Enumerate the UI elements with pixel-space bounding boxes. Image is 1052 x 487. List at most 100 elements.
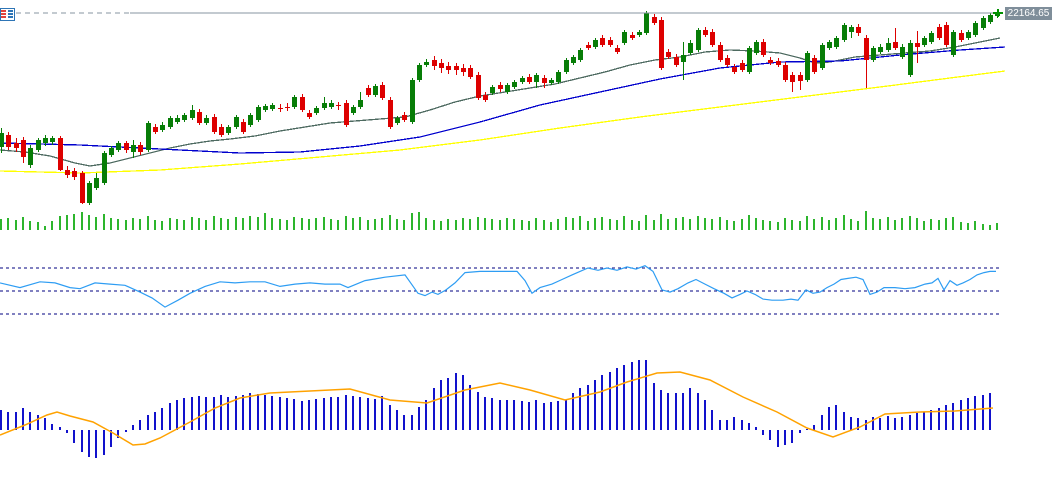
volume-bar <box>257 217 259 230</box>
volume-bar <box>205 220 207 230</box>
volume-bar <box>813 219 815 230</box>
candle-body <box>505 85 510 92</box>
volume-bar <box>791 220 793 230</box>
macd-histogram-bar <box>125 430 127 432</box>
volume-bar <box>389 215 391 230</box>
candle-body <box>402 115 407 120</box>
volume-bar <box>601 217 603 230</box>
candle-body <box>65 170 70 175</box>
market-depth-icon[interactable] <box>0 8 15 21</box>
volume-bar <box>528 221 530 230</box>
candle-body <box>410 80 415 122</box>
macd-histogram-bar <box>337 397 339 430</box>
candle-body <box>454 66 459 70</box>
macd-histogram-bar <box>95 430 97 458</box>
volume-bar <box>550 222 552 230</box>
macd-histogram-bar <box>528 402 530 430</box>
macd-histogram-bar <box>191 397 193 430</box>
volume-bar <box>191 217 193 230</box>
macd-histogram-bar <box>477 392 479 430</box>
macd-histogram-bar <box>227 397 229 430</box>
candle-body <box>109 148 114 155</box>
macd-histogram-bar <box>161 408 163 430</box>
candles-layer <box>0 10 1000 205</box>
macd-histogram-bar <box>887 416 889 430</box>
macd-histogram-bar <box>843 412 845 430</box>
candle-body <box>241 122 246 132</box>
candle-body <box>395 118 400 123</box>
volume-bar <box>323 217 325 230</box>
volume-bar <box>894 220 896 230</box>
volume-bar <box>139 219 141 230</box>
candle-body <box>358 100 363 107</box>
macd-histogram-bar <box>550 402 552 430</box>
macd-histogram-bar <box>462 375 464 430</box>
macd-histogram-bar <box>7 412 9 430</box>
macd-histogram-bar <box>799 430 801 433</box>
macd-histogram-bar <box>323 398 325 430</box>
macd-histogram-bar <box>352 396 354 430</box>
volume-bar <box>901 218 903 230</box>
volume-bar <box>374 219 376 230</box>
volume-bar <box>242 218 244 230</box>
current-price-line <box>16 9 1003 17</box>
candle-body <box>929 33 934 42</box>
volume-bar <box>59 216 61 230</box>
macd-histogram-bar <box>850 417 852 430</box>
macd-histogram-bar <box>51 424 53 430</box>
candle-body <box>856 27 861 33</box>
volume-bar <box>301 218 303 230</box>
volume-bar <box>879 219 881 230</box>
candle-body <box>768 60 773 63</box>
candle-body <box>622 32 627 43</box>
macd-histogram-bar <box>916 413 918 430</box>
volume-bar <box>733 221 735 230</box>
candle-body <box>292 97 297 107</box>
volume-bar <box>440 221 442 230</box>
volume-bar <box>850 219 852 230</box>
macd-histogram-bar <box>425 400 427 430</box>
macd-histogram-bar <box>484 397 486 430</box>
volume-bar <box>572 218 574 230</box>
candle-body <box>219 127 224 135</box>
macd-histogram-bar <box>198 396 200 430</box>
macd-histogram-bar <box>15 412 17 430</box>
volume-bar <box>132 218 134 230</box>
volume-bar <box>235 217 237 230</box>
candle-body <box>468 68 473 77</box>
volume-bar <box>565 217 567 230</box>
candle-body <box>14 143 19 148</box>
candle-body <box>681 55 686 62</box>
volume-bar <box>704 218 706 230</box>
macd-histogram-bar <box>88 430 90 457</box>
macd-histogram-bar <box>667 393 669 430</box>
candle-body <box>534 75 539 82</box>
volume-bar <box>169 218 171 230</box>
candle-body <box>571 57 576 63</box>
candle-body <box>542 78 547 83</box>
candle-body <box>329 103 334 107</box>
volume-bar <box>645 215 647 230</box>
candle-body <box>652 17 657 23</box>
volume-bar <box>51 221 53 230</box>
candle-body <box>696 30 701 50</box>
macd-histogram-bar <box>521 401 523 430</box>
volume-bar <box>755 218 757 230</box>
candle-body <box>204 118 209 123</box>
macd-histogram-bar <box>762 430 764 435</box>
volume-bar <box>418 212 420 230</box>
macd-histogram-bar <box>960 400 962 430</box>
macd-histogram-bar <box>835 405 837 430</box>
candle-body <box>21 140 26 157</box>
candle-body <box>307 113 312 117</box>
macd-histogram-bar <box>682 393 684 430</box>
candle-body <box>776 61 781 65</box>
candle-body <box>446 66 451 70</box>
ma-line-mid-blue <box>0 46 1006 154</box>
volume-bar <box>872 218 874 230</box>
macd-histogram-bar <box>704 400 706 430</box>
candle-body <box>182 115 187 120</box>
volume-bar <box>989 225 991 230</box>
